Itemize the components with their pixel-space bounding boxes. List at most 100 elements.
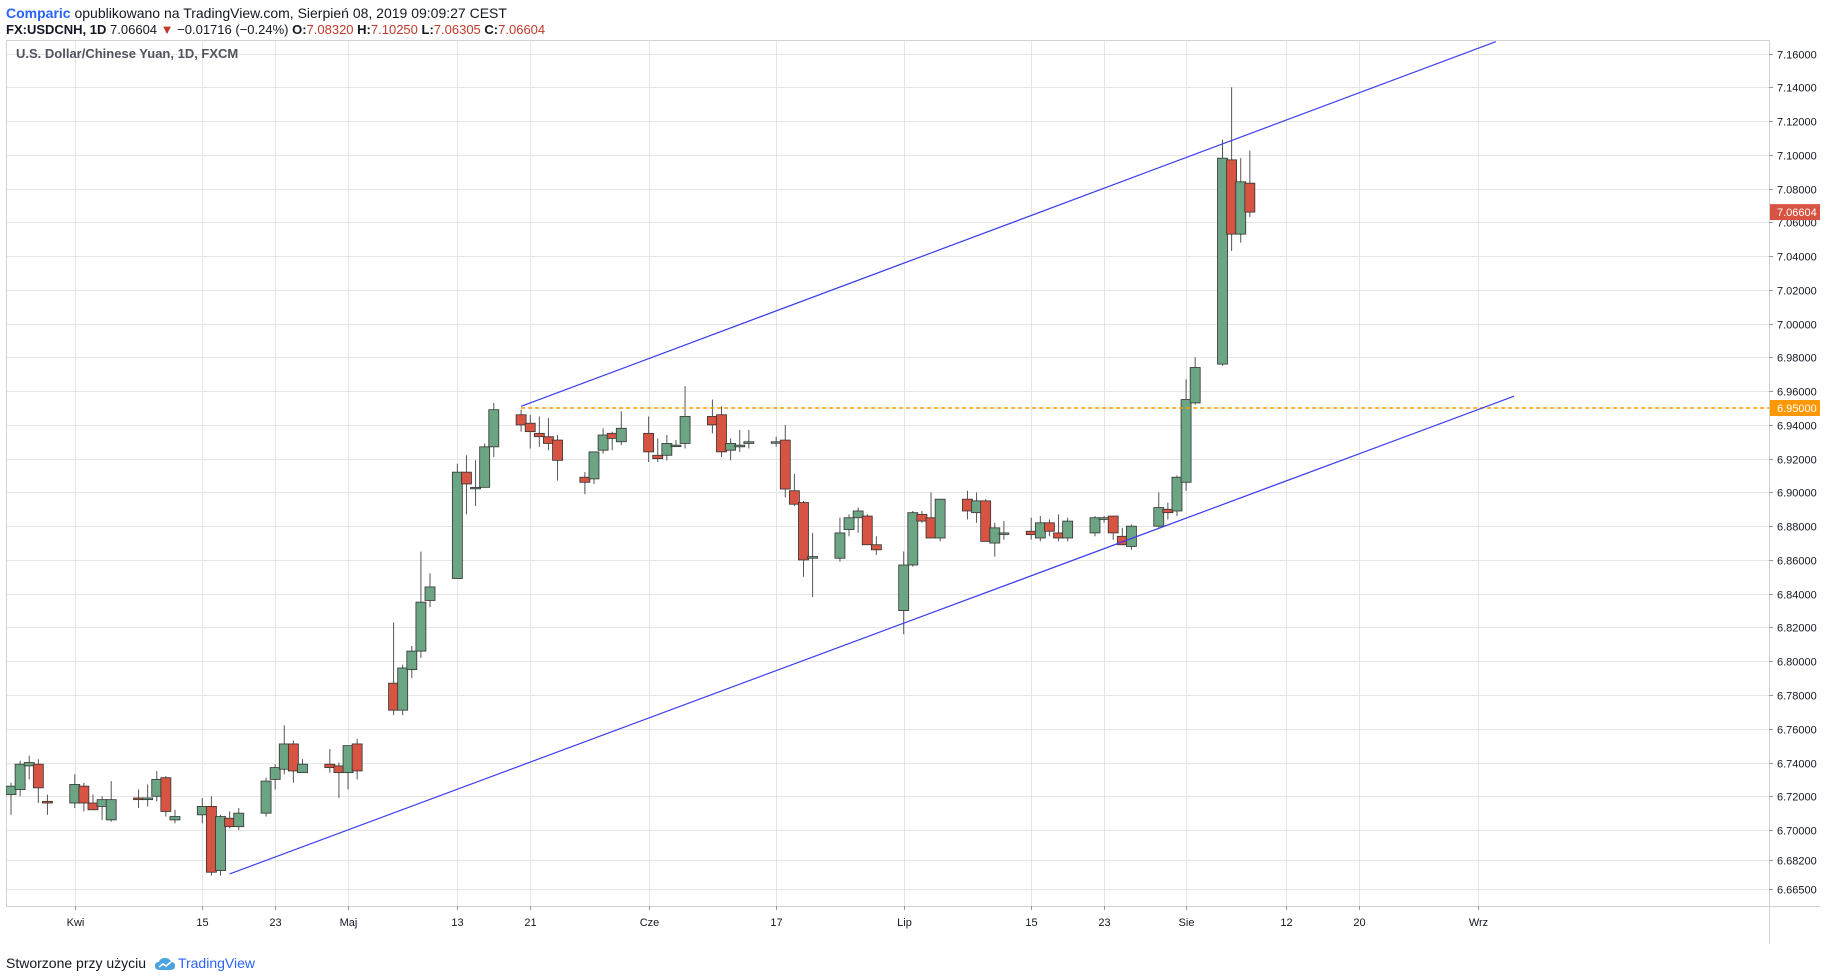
symbol-label: FX:USDCNH, 1D xyxy=(6,22,107,37)
candle-body xyxy=(479,446,491,488)
cloud-icon xyxy=(154,958,175,970)
candle-body xyxy=(269,767,281,780)
candle-body xyxy=(297,763,308,774)
candle xyxy=(843,514,855,537)
candle-body xyxy=(643,432,655,453)
candle-body xyxy=(278,743,290,770)
candle-body xyxy=(707,416,718,426)
candle-body xyxy=(852,510,864,519)
candle xyxy=(652,438,664,463)
close-label: C: xyxy=(484,22,499,37)
candle xyxy=(533,416,545,447)
candle-body xyxy=(333,765,345,774)
candle xyxy=(661,435,673,461)
price-tick-label: 7.00000 xyxy=(1777,320,1817,332)
publisher-name[interactable]: Comparic xyxy=(6,5,71,21)
candle-body xyxy=(661,443,673,456)
candle-body xyxy=(907,512,919,566)
candle xyxy=(998,521,1010,540)
candle-body xyxy=(1235,181,1247,235)
time-axis[interactable]: Kwi 15 23 Maj 13 21 Cze 17 Lip 15 23 Sie 12 20 Wrz xyxy=(67,906,1489,929)
candle-body xyxy=(925,517,937,539)
candle-body xyxy=(14,763,26,790)
candle-body xyxy=(725,443,737,451)
footer: Stworzone przy użyciu TradingView xyxy=(6,954,255,972)
last-price-badge: 7.06604 xyxy=(1777,207,1817,219)
candlestick-chart[interactable]: U.S. Dollar/Chinese Yuan, 1D, FXCM 7.160… xyxy=(6,40,1820,944)
candle xyxy=(907,510,919,567)
candle-body xyxy=(1062,520,1074,539)
candle xyxy=(169,809,181,824)
candle-body xyxy=(324,763,336,768)
change-value: −0.01716 (−0.24%) xyxy=(177,22,289,37)
candle xyxy=(734,429,746,452)
candle xyxy=(1217,139,1228,366)
price-axis[interactable]: 7.16000 7.14000 7.12000 7.10000 7.08000 7.060… xyxy=(1769,50,1820,897)
candle xyxy=(233,808,245,831)
publication-header: Comparic opublikowano na TradingView.com… xyxy=(6,4,507,22)
time-tick-label: Wrz xyxy=(1469,917,1488,929)
candle xyxy=(287,740,299,783)
candle xyxy=(1062,517,1074,542)
candle-body xyxy=(1053,532,1064,539)
candle xyxy=(406,646,418,679)
candle-body xyxy=(160,777,172,812)
candle-body xyxy=(552,439,563,461)
drawings-layer[interactable] xyxy=(229,41,1769,875)
candle xyxy=(397,664,409,716)
candle-body xyxy=(1089,517,1101,534)
candle xyxy=(479,443,491,488)
candle-body xyxy=(533,432,545,438)
low-value: 7.06305 xyxy=(433,22,481,37)
candle-body xyxy=(1107,515,1119,534)
price-tick-label: 7.12000 xyxy=(1777,117,1817,129)
candle-body xyxy=(42,800,53,804)
time-tick-label: Sie xyxy=(1179,917,1195,929)
candle-body xyxy=(105,799,117,821)
level-price-badge-bg xyxy=(1770,400,1820,417)
chart-title: U.S. Dollar/Chinese Yuan, 1D, FXCM xyxy=(16,46,238,61)
price-tick-label: 6.98000 xyxy=(1777,353,1817,365)
candle-body xyxy=(23,762,35,767)
candle-body xyxy=(962,498,973,512)
high-value: 7.10250 xyxy=(370,22,418,37)
price-tick-label: 6.74000 xyxy=(1777,759,1817,771)
channel-upper-line[interactable] xyxy=(520,41,1496,407)
time-tick-label: 12 xyxy=(1280,917,1292,929)
time-tick-label: Kwi xyxy=(67,917,85,929)
candle xyxy=(105,781,117,822)
candle-body xyxy=(260,780,272,814)
price-tick-label: 6.66500 xyxy=(1777,885,1817,897)
candle xyxy=(798,500,809,577)
price-tick-label: 6.94000 xyxy=(1777,421,1817,433)
candle xyxy=(898,551,910,635)
channel-lower-line[interactable] xyxy=(229,395,1515,875)
price-tick-label: 6.76000 xyxy=(1777,725,1817,737)
price-tick-label: 6.88000 xyxy=(1777,522,1817,534)
time-tick-label: 23 xyxy=(269,917,281,929)
candle-body xyxy=(788,490,800,505)
candle xyxy=(351,738,363,780)
candle xyxy=(934,498,946,542)
last-price-badge-bg xyxy=(1770,204,1820,221)
candle-body xyxy=(87,802,99,811)
price-tick-label: 6.80000 xyxy=(1777,657,1817,669)
candle-body xyxy=(861,515,873,546)
open-value: 7.08320 xyxy=(306,22,354,37)
time-tick-label: 15 xyxy=(1025,917,1037,929)
open-label: O: xyxy=(292,22,307,37)
candle-body xyxy=(32,763,44,789)
candle xyxy=(1244,150,1256,218)
candle-body xyxy=(998,532,1010,535)
candle xyxy=(588,451,600,484)
candle-body xyxy=(1244,182,1256,213)
candle-body xyxy=(388,682,399,711)
candle xyxy=(32,759,44,804)
candle xyxy=(6,782,17,815)
candle xyxy=(297,759,308,774)
candle-body xyxy=(1153,507,1165,527)
chart-area[interactable]: U.S. Dollar/Chinese Yuan, 1D, FXCM 7.160… xyxy=(6,40,1820,944)
candle xyxy=(488,402,500,457)
candle-body xyxy=(397,667,409,711)
footer-tradingview-link[interactable]: TradingView xyxy=(177,955,255,971)
